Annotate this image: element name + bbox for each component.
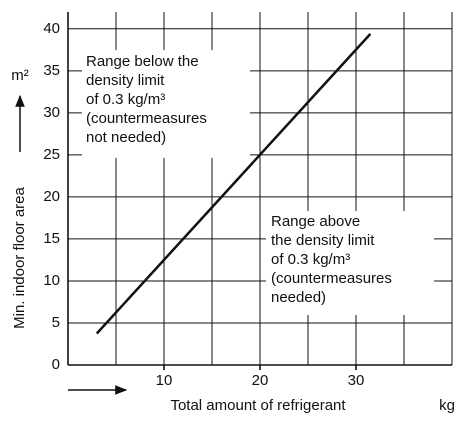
x-tick-label: 10 <box>156 372 173 389</box>
y-axis-label: Min. indoor floor area <box>11 186 28 328</box>
annotation: not needed) <box>86 129 166 146</box>
annotation-background <box>82 50 250 158</box>
x-tick-label: 20 <box>252 372 269 389</box>
x-tick-label: 30 <box>348 372 365 389</box>
y-unit: m² <box>11 67 29 84</box>
annotation: Range above <box>271 213 360 230</box>
annotation: needed) <box>271 289 326 306</box>
y-tick-label: 5 <box>52 314 60 331</box>
x-axis-label: Total amount of refrigerant <box>170 397 346 414</box>
annotation: (countermeasures <box>271 270 392 287</box>
y-tick-label: 35 <box>43 62 60 79</box>
x-unit: kg <box>439 397 455 414</box>
annotation: of 0.3 kg/m³ <box>86 91 165 108</box>
y-tick-label: 0 <box>52 356 60 373</box>
y-tick-label: 30 <box>43 104 60 121</box>
annotation: (countermeasures <box>86 110 207 127</box>
annotation: density limit <box>86 72 165 89</box>
annotation: Range below the <box>86 53 199 70</box>
annotation: of 0.3 kg/m³ <box>271 251 350 268</box>
annotation-background <box>266 211 434 315</box>
y-tick-label: 10 <box>43 272 60 289</box>
y-tick-label: 15 <box>43 230 60 247</box>
y-tick-label: 40 <box>43 20 60 37</box>
y-tick-label: 25 <box>43 146 60 163</box>
annotation: the density limit <box>271 232 375 249</box>
y-tick-label: 20 <box>43 188 60 205</box>
data-line <box>95 33 372 335</box>
